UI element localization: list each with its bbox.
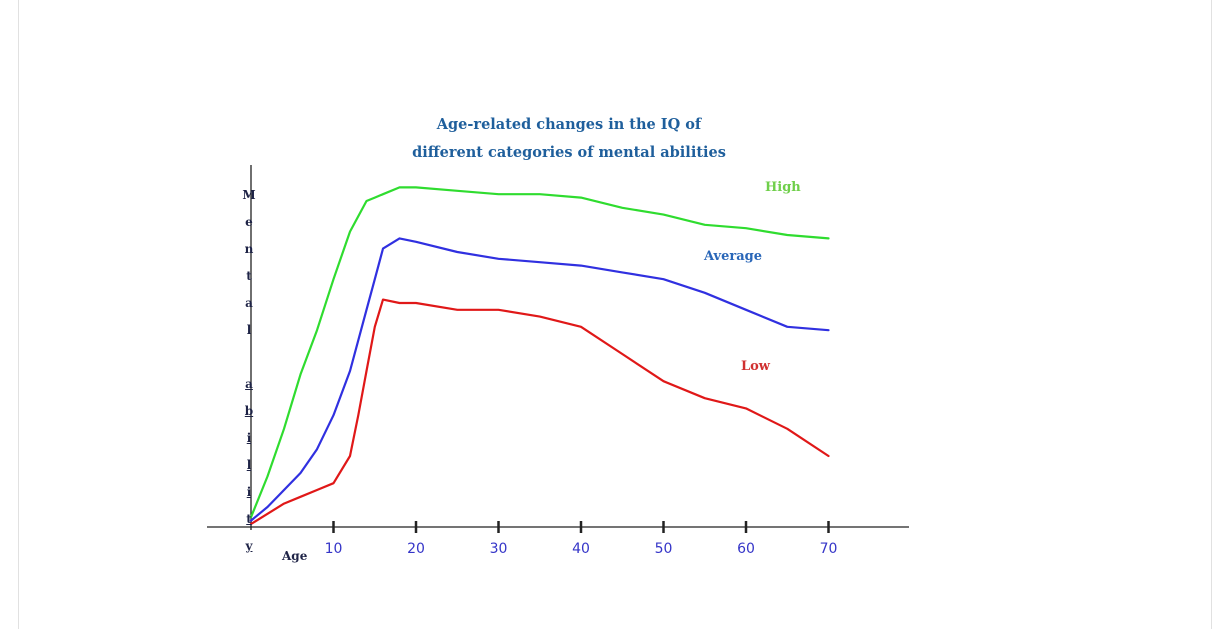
document-page: Age-related changes in the IQ of differe… [18, 0, 1212, 629]
x-tick-label-20: 20 [407, 541, 425, 557]
y-axis-label-char: l [246, 458, 252, 472]
y-axis-label-char: a [245, 296, 253, 310]
line-chart [207, 165, 909, 533]
x-tick-label-40: 40 [572, 541, 590, 557]
y-axis-label-char [238, 346, 260, 373]
y-axis-label-char: y [245, 539, 253, 553]
x-tick-label-50: 50 [654, 541, 673, 557]
series-line-low [249, 298, 830, 526]
y-axis-label-char: n [244, 242, 254, 256]
series-label-average: Average [704, 249, 763, 264]
x-tick-label-70: 70 [819, 541, 838, 557]
y-axis-label-char: t [246, 269, 252, 283]
x-tick-label-60: 60 [737, 541, 755, 557]
y-axis-label-char: i [246, 485, 252, 499]
y-axis-label-char: l [246, 323, 252, 337]
y-axis-label-char: M [242, 188, 256, 202]
series-line-average [249, 237, 830, 522]
chart-title-line-2: different categories of mental abilities [412, 144, 726, 161]
x-axis-label: Age [282, 549, 308, 563]
y-axis-label-char: i [246, 431, 252, 445]
series-label-high: High [765, 180, 801, 195]
chart-title-line-1: Age-related changes in the IQ of [436, 116, 702, 133]
x-tick-label-10: 10 [324, 541, 343, 557]
y-axis-label-char: a [245, 377, 253, 391]
x-tick-label-30: 30 [489, 541, 508, 557]
series-line-high [249, 186, 830, 519]
series-label-low: Low [741, 359, 771, 374]
y-axis-label-char: t [246, 512, 252, 526]
plot-area [207, 165, 909, 533]
y-axis-label-char: b [244, 404, 254, 418]
y-axis-label-char: e [245, 215, 253, 229]
